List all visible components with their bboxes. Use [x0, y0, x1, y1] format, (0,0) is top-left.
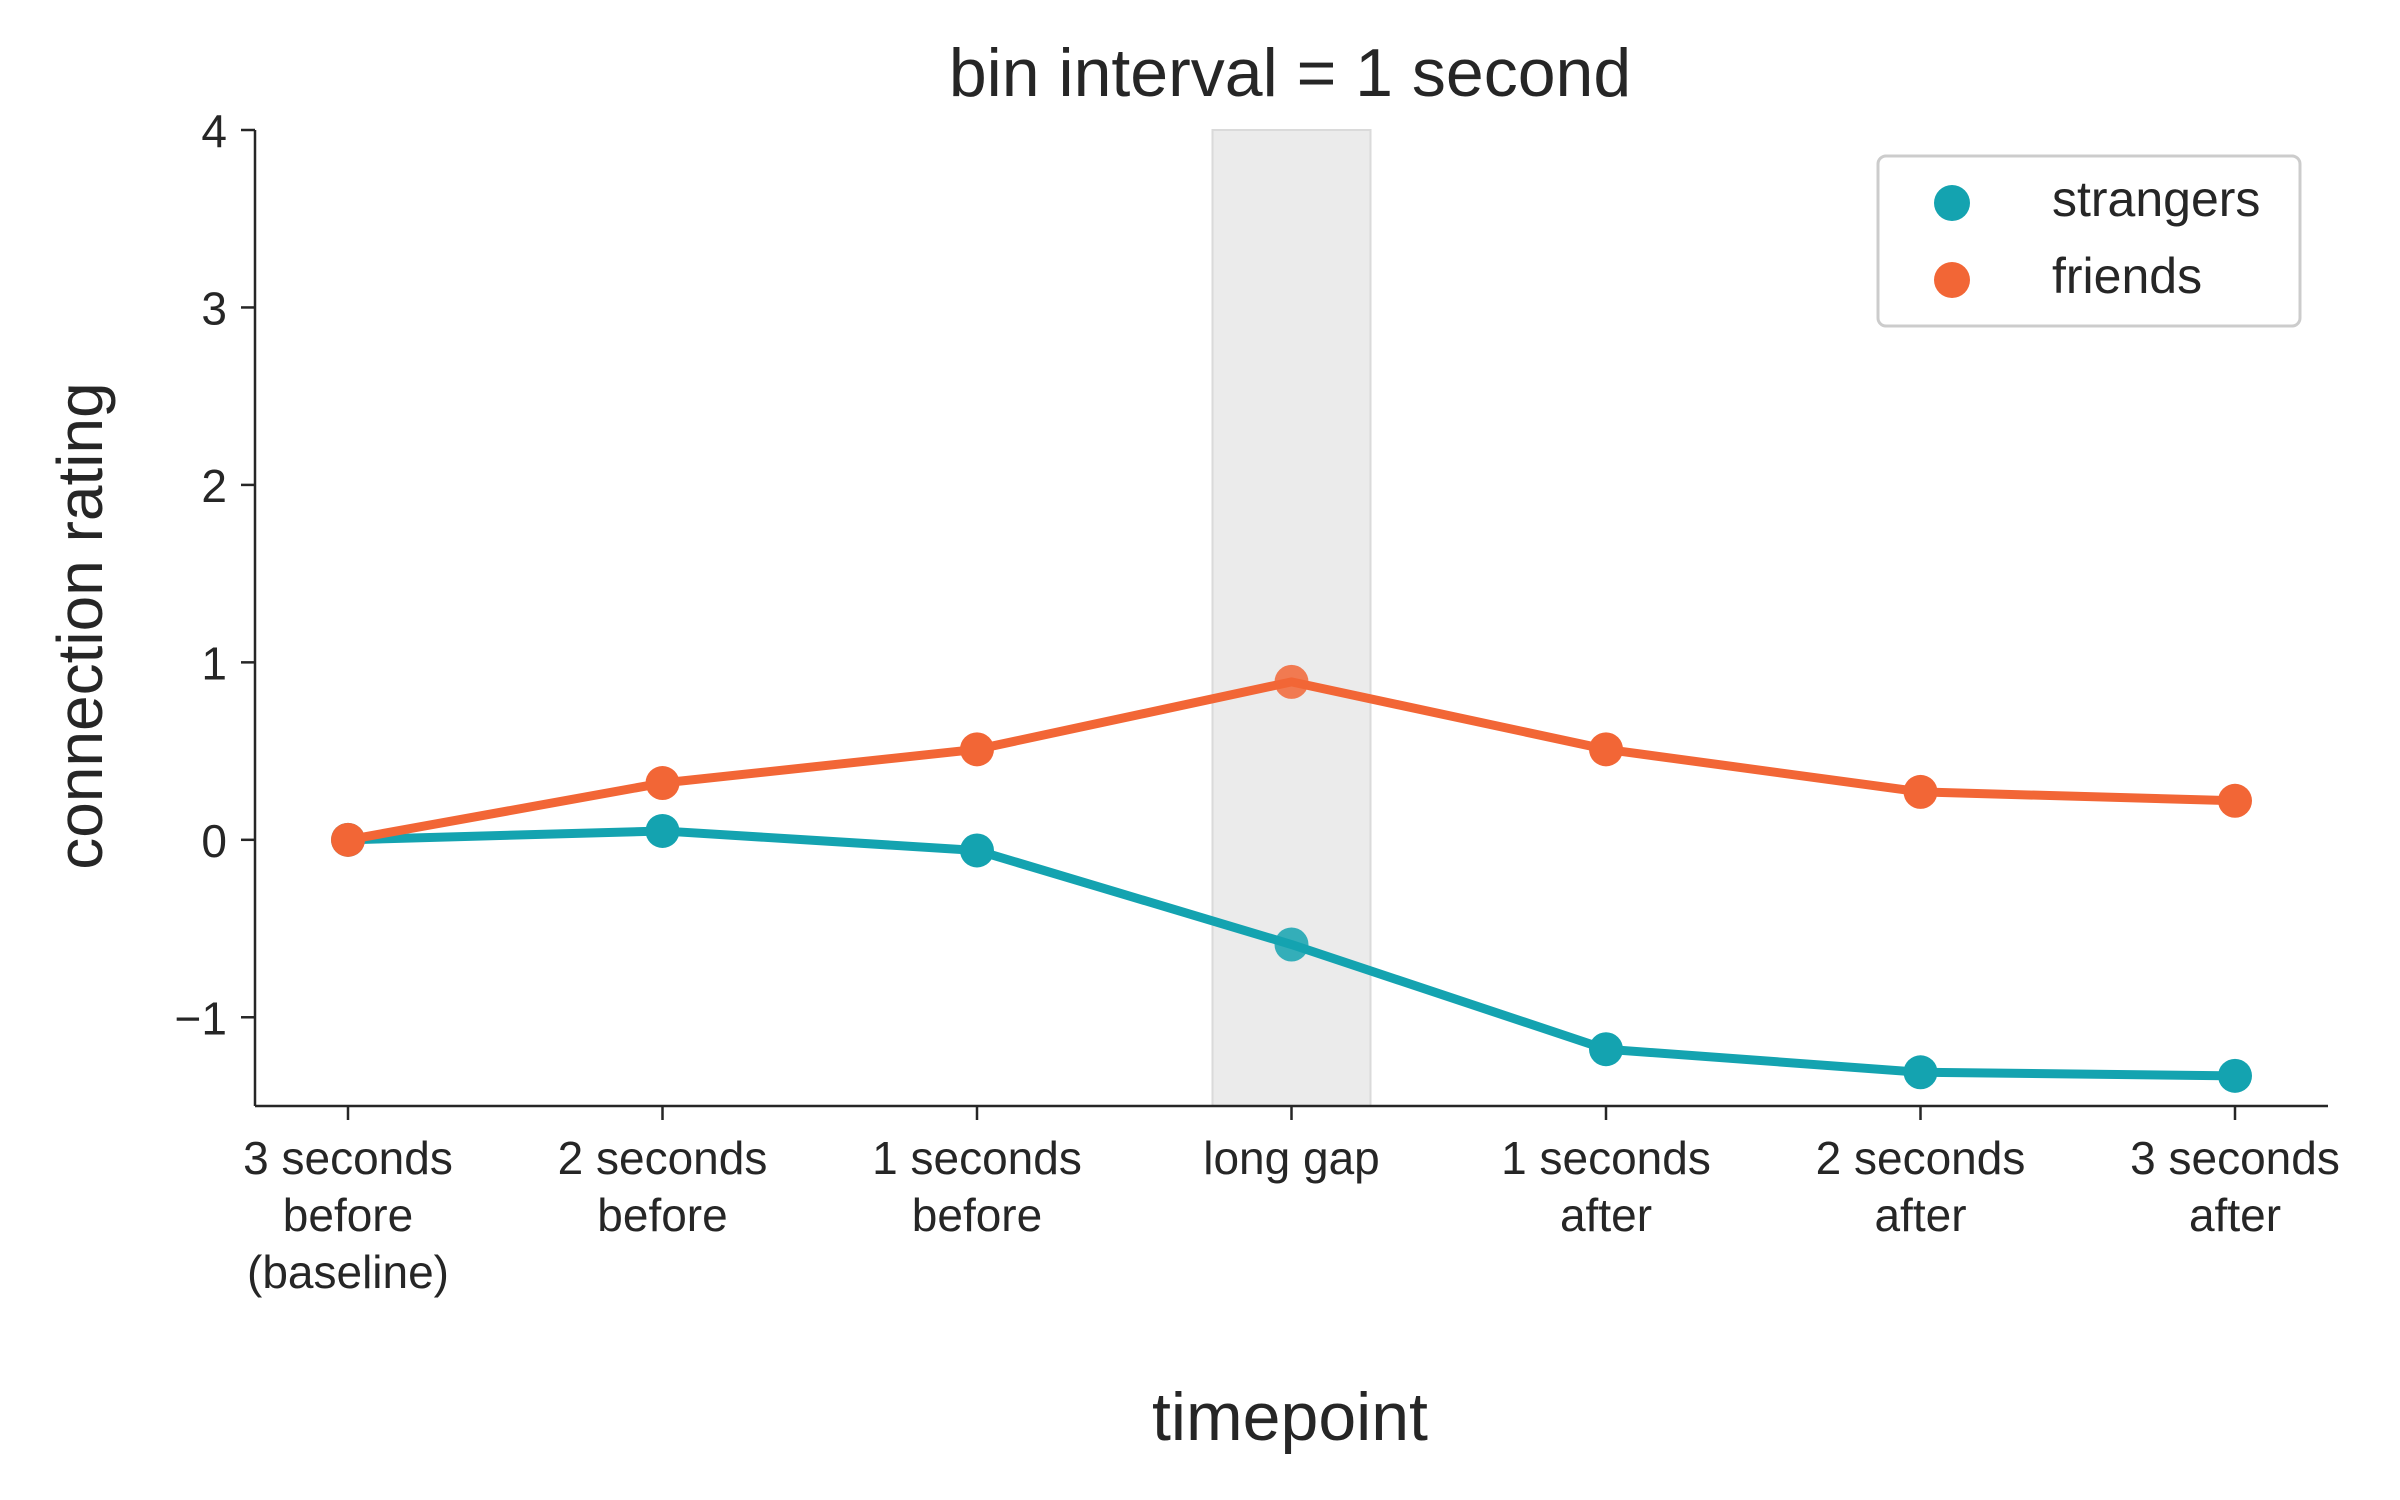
x-tick-label: before [283, 1189, 413, 1241]
x-tick-label: after [1874, 1189, 1966, 1241]
data-point-friends [960, 732, 994, 767]
series-layer [331, 664, 2252, 1093]
data-point-strangers [1274, 927, 1309, 962]
y-tick-label: 4 [201, 105, 227, 157]
data-point-friends [1589, 732, 1623, 767]
chart-title: bin interval = 1 second [949, 35, 1631, 111]
legend-label-friends: friends [2052, 248, 2202, 304]
x-tick-label: 1 seconds [1501, 1132, 1711, 1184]
legend: strangers friends [1876, 154, 2302, 328]
legend-frame [1876, 154, 2302, 328]
y-tick-label: 2 [201, 460, 227, 512]
y-axis-label: connection rating [44, 382, 116, 869]
data-point-strangers [1589, 1032, 1623, 1067]
data-point-friends [1274, 664, 1309, 699]
data-point-strangers [645, 813, 680, 848]
y-tick-label: 3 [201, 282, 227, 334]
y-tick-label: 0 [201, 815, 227, 867]
x-tick-label: 2 seconds [558, 1132, 768, 1184]
x-tick-label: 2 seconds [1816, 1132, 2026, 1184]
data-point-friends [2218, 783, 2252, 818]
data-point-strangers [2218, 1058, 2252, 1093]
x-tick-label: after [2189, 1189, 2281, 1241]
data-point-friends [1903, 774, 1938, 809]
x-tick-label: long gap [1203, 1132, 1380, 1184]
data-point-friends [331, 822, 365, 857]
data-point-strangers [1903, 1055, 1938, 1090]
x-tick-label: 1 seconds [872, 1132, 1082, 1184]
x-tick-label: (baseline) [247, 1246, 449, 1298]
y-tick-label: 1 [201, 637, 227, 689]
legend-marker-friends [1934, 262, 1970, 298]
x-tick-label: 3 seconds [243, 1132, 453, 1184]
x-tick-label: 3 seconds [2130, 1132, 2340, 1184]
data-point-strangers [960, 833, 994, 868]
x-tick-label: before [912, 1189, 1042, 1241]
y-tick-label: −1 [175, 992, 227, 1044]
data-point-friends [645, 766, 680, 801]
x-axis-label: timepoint [1152, 1379, 1428, 1455]
legend-marker-strangers [1934, 185, 1970, 221]
x-tick-label: after [1560, 1189, 1652, 1241]
legend-label-strangers: strangers [2052, 171, 2260, 227]
x-tick-label: before [597, 1189, 727, 1241]
